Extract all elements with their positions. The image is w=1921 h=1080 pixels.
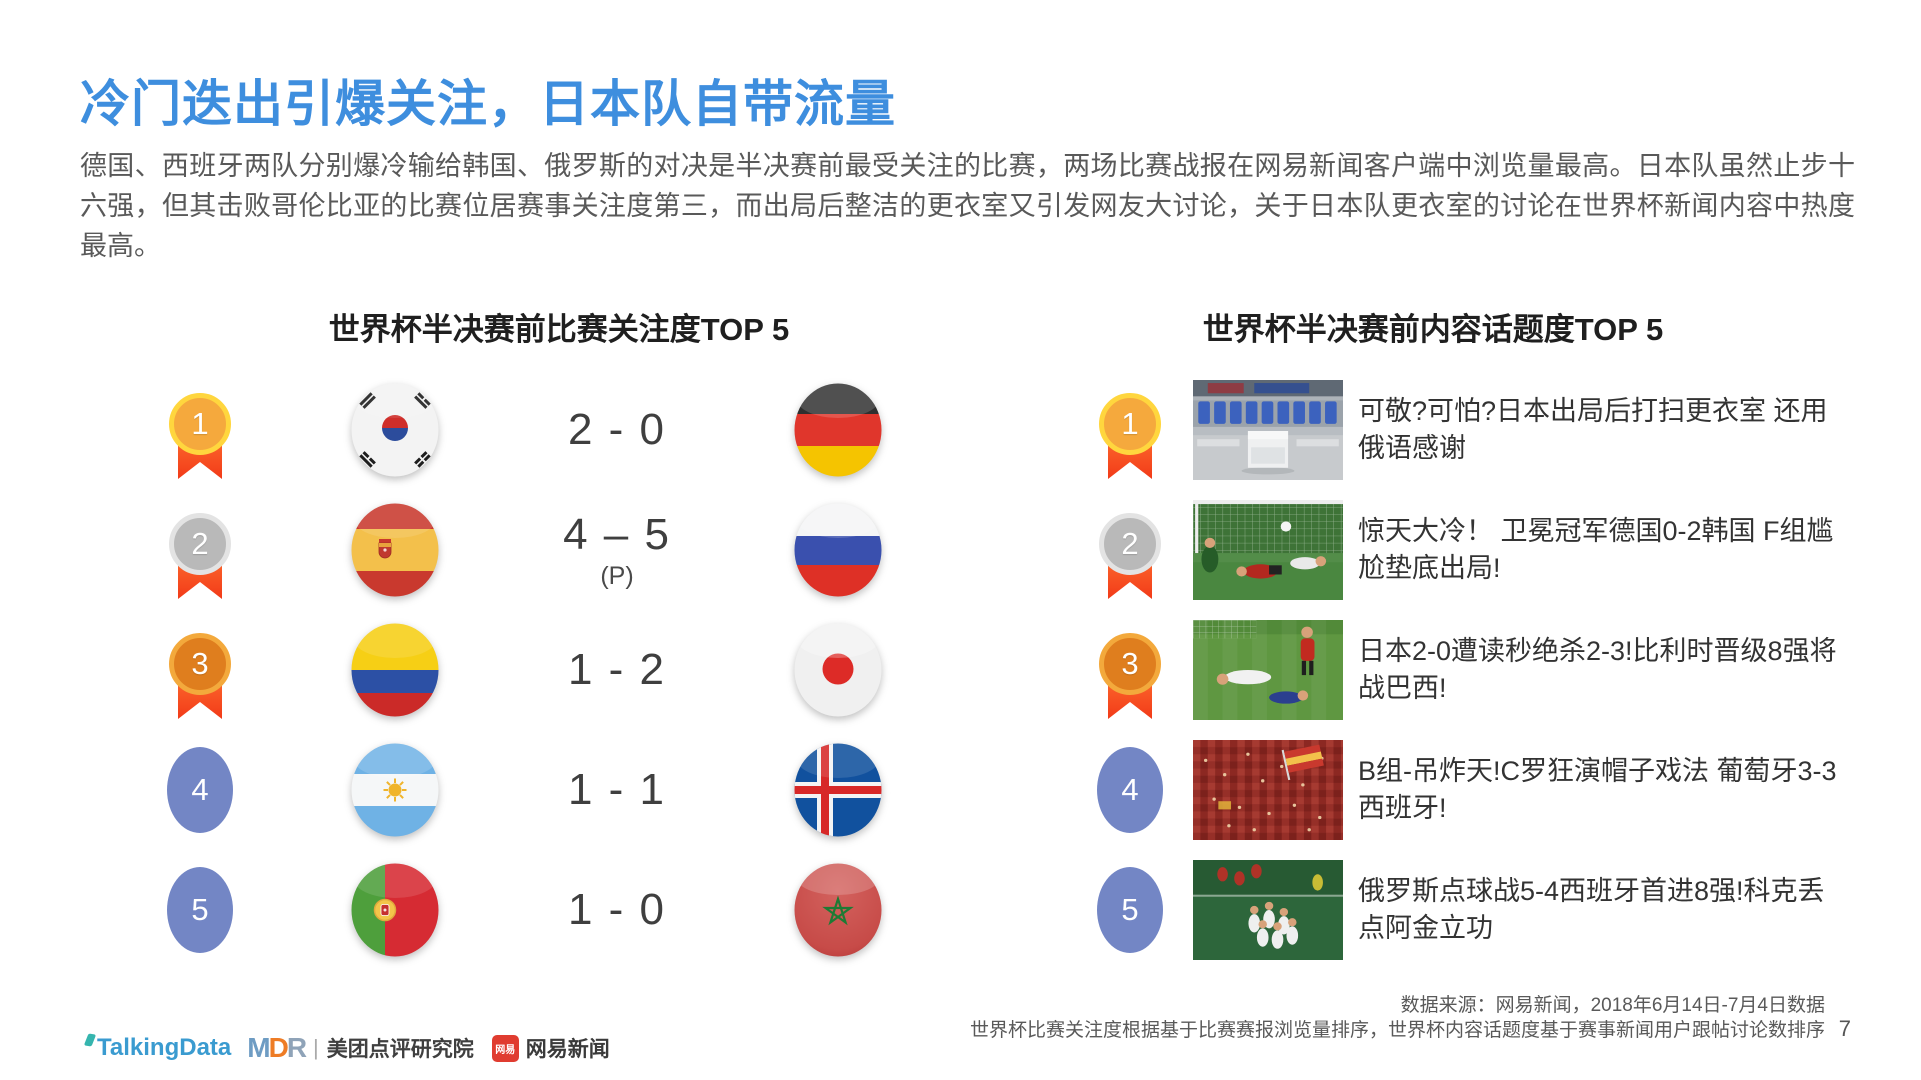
netease-news-logo-text: 网易新闻 xyxy=(525,1038,610,1061)
topic-row: 1 xyxy=(0,370,1921,490)
topic-row: 2 惊天大冷！ 卫冕冠军德国0-2韩国 F组尴尬垫底出局! xyxy=(0,490,1921,610)
rank-number: 1 xyxy=(1099,393,1161,455)
rank-2-medal-icon: 2 xyxy=(169,490,231,610)
score-cell: 4 – 5 (P) xyxy=(505,490,729,610)
content-topics-table: 1 xyxy=(0,370,1921,970)
topic-row: 4 B组-吊炸天!C罗狂演帽子戏法 葡萄牙3-3西班 xyxy=(0,730,1921,850)
news-image-russia-spain xyxy=(1193,860,1343,960)
match-row: 2 4 – 5 (P) xyxy=(0,490,1921,610)
news-headline: 可敬?可怕?日本出局后打扫更衣室 还用俄语感谢 xyxy=(1358,370,1838,490)
rank-4-badge: 4 xyxy=(1097,730,1163,850)
flag-germany-icon xyxy=(794,383,882,477)
score-text: 2 - 0 xyxy=(567,405,667,454)
footer-logos: TalkingData M D R | 美团点评研究院 网易 网易新闻 xyxy=(83,1032,610,1064)
data-source-line2: 世界杯比赛关注度根据基于比赛赛报浏览量排序，世界杯内容话题度基于赛事新闻用户跟帖… xyxy=(969,1020,1825,1041)
score-cell: 1 - 2 xyxy=(505,610,729,730)
news-headline: 日本2-0遭读秒绝杀2-3!比利时晋级8强将战巴西! xyxy=(1358,610,1838,730)
rank-number: 5 xyxy=(1097,867,1163,953)
rank-5-badge: 5 xyxy=(167,850,233,970)
score-cell: 1 - 1 xyxy=(505,730,729,850)
score-cell: 1 - 0 xyxy=(505,850,729,970)
topic-row: 3 日本2-0遭读秒绝杀2-3!比利时晋级8强将战巴西! xyxy=(0,610,1921,730)
flag-argentina-icon xyxy=(351,743,439,837)
headline-text: B组-吊炸天!C罗狂演帽子戏法 葡萄牙3-3西班牙! xyxy=(1358,756,1837,823)
rank-number: 3 xyxy=(1099,633,1161,695)
score-text: 1 - 2 xyxy=(567,645,667,694)
match-row: 3 1 - 2 xyxy=(0,610,1921,730)
talkingdata-logo-text: TalkingData xyxy=(97,1034,232,1061)
mdr-letter-r: R xyxy=(286,1032,307,1063)
flag-morocco-icon xyxy=(794,863,882,957)
data-source-line1: 数据来源：网易新闻，2018年6月14日-7月4日数据 xyxy=(1400,995,1825,1016)
news-image-germany-korea xyxy=(1193,500,1343,600)
mdr-letter-d: D xyxy=(268,1032,289,1063)
topic-row: 5 俄罗斯点球战5-4西班牙首进8强!科克丢点阿金立功 xyxy=(0,850,1921,970)
rank-1-medal-icon: 1 xyxy=(169,370,231,490)
meituan-dianping-logo-text: 美团点评研究院 xyxy=(326,1038,474,1061)
flag-iceland-icon xyxy=(794,743,882,837)
news-headline: B组-吊炸天!C罗狂演帽子戏法 葡萄牙3-3西班牙! xyxy=(1358,730,1838,850)
rank-number: 4 xyxy=(1097,747,1163,833)
rank-1-medal-icon: 1 xyxy=(1099,370,1161,490)
headline-text: 日本2-0遭读秒绝杀2-3!比利时晋级8强将战巴西! xyxy=(1358,636,1837,703)
score-text: 1 - 1 xyxy=(567,765,667,814)
talkingdata-tick-icon xyxy=(83,1033,97,1047)
flag-portugal-icon xyxy=(351,863,439,957)
headline-text: 惊天大冷！ 卫冕冠军德国0-2韩国 F组尴尬垫底出局! xyxy=(1358,516,1834,583)
logo-divider: | xyxy=(313,1035,319,1060)
rank-3-medal-icon: 3 xyxy=(1099,610,1161,730)
score-cell: 2 - 0 xyxy=(505,370,729,490)
flag-spain-icon xyxy=(351,503,439,597)
flag-south-korea-icon xyxy=(351,383,439,477)
rank-number: 1 xyxy=(169,393,231,455)
rank-number: 2 xyxy=(1099,513,1161,575)
news-headline: 俄罗斯点球战5-4西班牙首进8强!科克丢点阿金立功 xyxy=(1358,850,1838,970)
match-row: 1 2 - 0 xyxy=(0,370,1921,490)
body-paragraph: 德国、西班牙两队分别爆冷输给韩国、俄罗斯的对决是半决赛前最受关注的比赛，两场比赛… xyxy=(80,151,1855,261)
news-image-locker-room xyxy=(1193,380,1343,480)
rank-2-medal-icon: 2 xyxy=(1099,490,1161,610)
news-headline: 惊天大冷！ 卫冕冠军德国0-2韩国 F组尴尬垫底出局! xyxy=(1358,490,1838,610)
rank-4-badge: 4 xyxy=(167,730,233,850)
flag-russia-icon xyxy=(794,503,882,597)
mdr-logo: M D R xyxy=(247,1032,307,1064)
rank-number: 5 xyxy=(167,867,233,953)
flag-japan-icon xyxy=(794,623,882,717)
match-attention-header: 世界杯半决赛前比赛关注度TOP 5 xyxy=(328,312,790,347)
headline-text: 可敬?可怕?日本出局后打扫更衣室 还用俄语感谢 xyxy=(1358,396,1828,463)
page-number: 7 xyxy=(1838,1016,1851,1041)
page-title: 冷门迭出引爆关注，日本队自带流量 xyxy=(80,76,896,132)
flag-colombia-icon xyxy=(351,623,439,717)
netease-logo-icon: 网易 xyxy=(491,1034,519,1062)
rank-number: 2 xyxy=(169,513,231,575)
mdr-letter-m: M xyxy=(247,1032,270,1063)
news-image-portugal-spain-fans xyxy=(1193,740,1343,840)
score-text: 4 – 5 xyxy=(563,509,671,559)
content-topics-header: 世界杯半决赛前内容话题度TOP 5 xyxy=(1202,312,1664,347)
penalty-note: (P) xyxy=(600,561,634,590)
match-row: 4 1 - 1 xyxy=(0,730,1921,850)
match-attention-table: 1 2 - 0 xyxy=(0,370,1921,970)
news-image-japan-belgium xyxy=(1193,620,1343,720)
score-text: 1 - 0 xyxy=(567,885,667,934)
rank-number: 3 xyxy=(169,633,231,695)
match-row: 5 1 - 0 xyxy=(0,850,1921,970)
rank-3-medal-icon: 3 xyxy=(169,610,231,730)
rank-number: 4 xyxy=(167,747,233,833)
talkingdata-logo: TalkingData xyxy=(83,1033,232,1062)
headline-text: 俄罗斯点球战5-4西班牙首进8强!科克丢点阿金立功 xyxy=(1358,876,1825,943)
rank-5-badge: 5 xyxy=(1097,850,1163,970)
